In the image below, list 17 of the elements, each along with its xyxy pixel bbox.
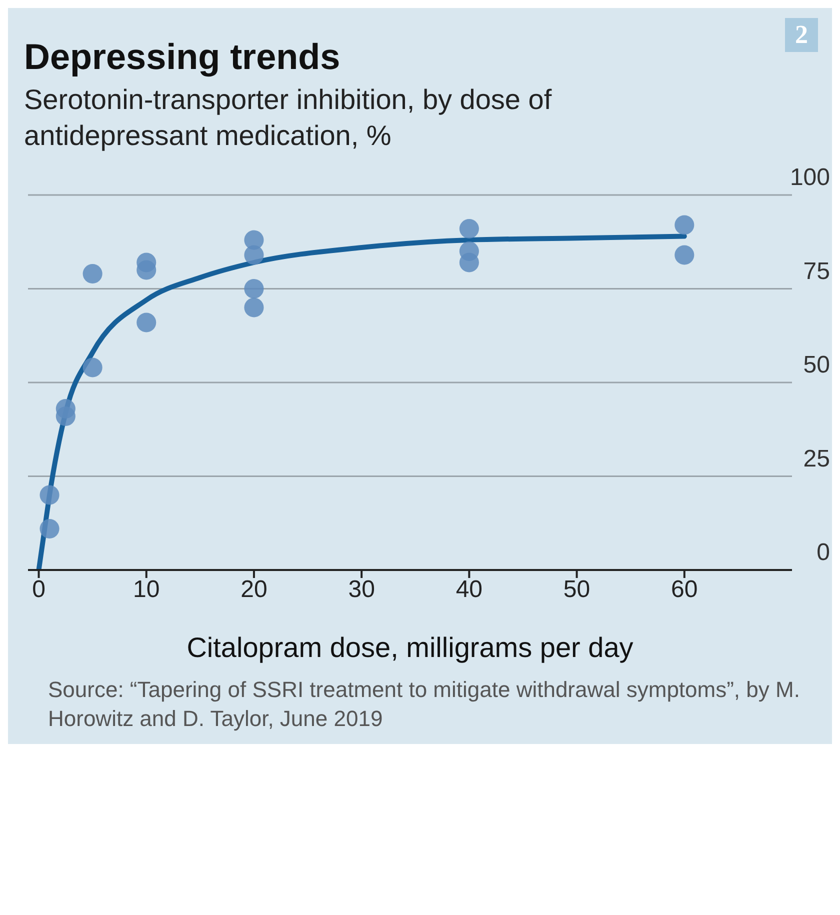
x-axis-title: Citalopram dose, milligrams per day [186,632,634,663]
chart-title: Depressing trends [24,36,340,77]
y-tick-label: 100 [790,164,830,191]
x-tick-label: 30 [348,576,375,603]
x-tick-label: 60 [671,576,698,603]
y-tick-label: 50 [803,351,830,378]
text: 2 [785,18,818,52]
x-tick-label: 0 [32,576,46,603]
y-tick-label: 75 [803,258,830,285]
x-tick-label: 20 [240,576,268,603]
chart-subtitle: Serotonin-transporter inhibition, by dose of antidepressant medication, % [24,83,553,154]
x-tick-label: 40 [456,576,483,603]
source-note: Source: “Tapering of SSRI treatment to mitigate withdrawal symptoms”, by M. Horowitz and D. Taylor, June 2019 [47,676,801,734]
y-tick-label: 0 [816,538,830,566]
x-tick-label: 10 [133,576,160,603]
x-tick-label: 50 [563,576,590,603]
y-tick-label: 25 [803,445,830,472]
